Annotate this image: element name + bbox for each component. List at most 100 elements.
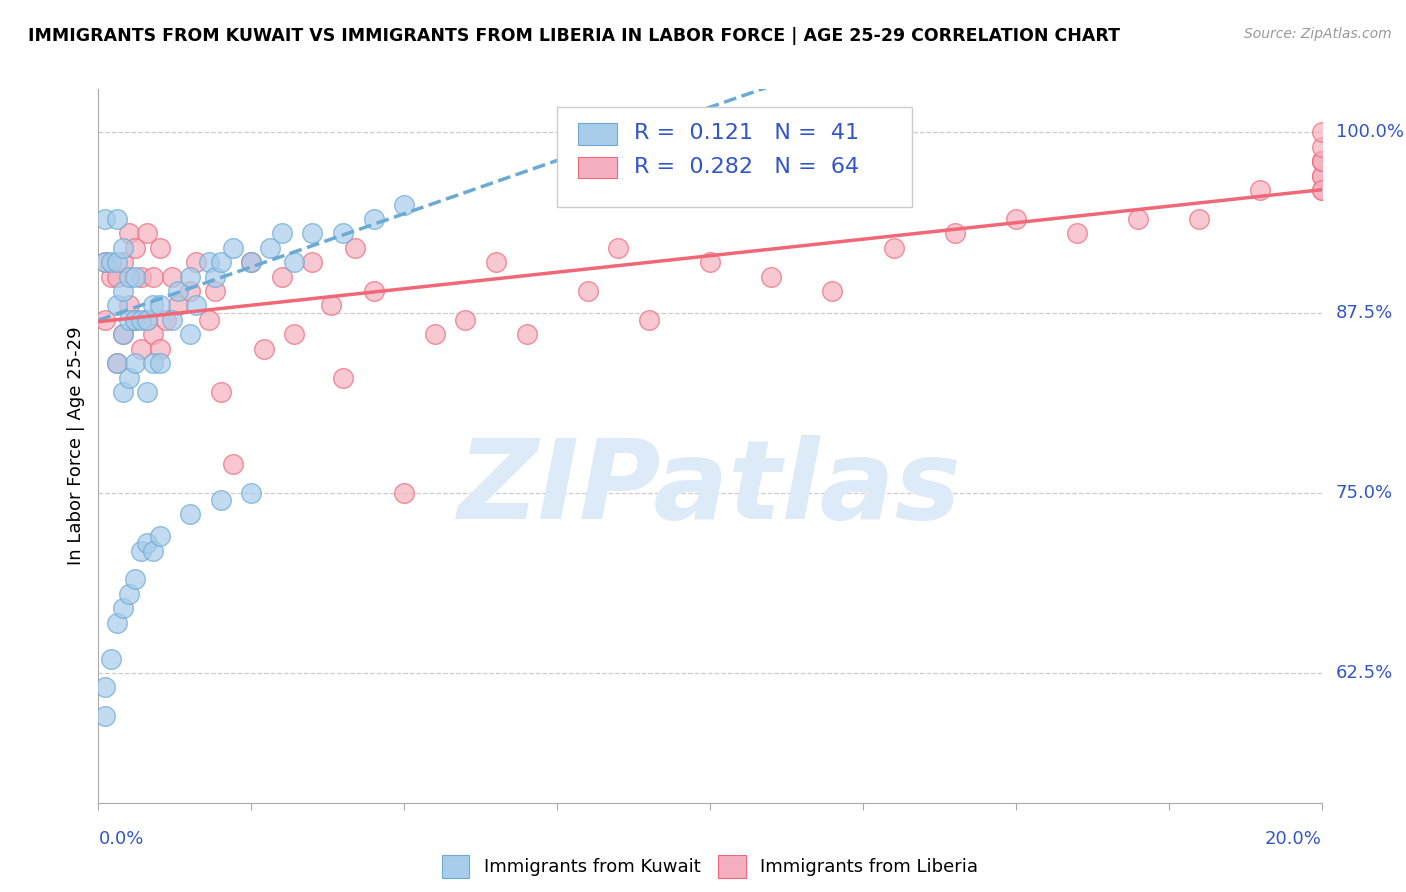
Point (93, 709, 115, 723)
Point (209, 255, 232, 269)
Text: 100.0%: 100.0% (1336, 123, 1403, 142)
Point (204, 284, 226, 298)
Point (124, 313, 146, 327)
Point (129, 313, 152, 327)
Point (1004, 211, 1026, 226)
Point (1310, 125, 1333, 139)
Point (136, 384, 159, 399)
Point (136, 313, 159, 327)
Point (332, 227, 354, 241)
Text: Source: ZipAtlas.com: Source: ZipAtlas.com (1244, 27, 1392, 41)
Point (129, 342, 152, 356)
Point (270, 269, 292, 284)
Point (111, 327, 134, 342)
Point (105, 211, 128, 226)
Point (129, 543, 152, 558)
Point (111, 241, 134, 255)
Point (118, 298, 141, 312)
Text: 75.0%: 75.0% (1336, 483, 1393, 502)
Point (821, 284, 844, 298)
Point (197, 313, 219, 327)
Point (222, 457, 245, 471)
Point (209, 384, 232, 399)
Point (759, 269, 782, 284)
Point (1310, 169, 1333, 183)
Point (240, 486, 263, 500)
Point (259, 241, 281, 255)
Point (607, 241, 630, 255)
Point (179, 269, 201, 284)
Text: R =  0.121   N =  41: R = 0.121 N = 41 (634, 123, 859, 144)
Bar (578, 157, 617, 178)
Point (93, 211, 115, 226)
Point (160, 269, 183, 284)
Point (149, 342, 172, 356)
Point (1310, 140, 1333, 154)
Point (136, 313, 159, 327)
Point (283, 255, 305, 269)
Point (363, 284, 385, 298)
Point (136, 227, 159, 241)
Point (111, 384, 134, 399)
Point (105, 356, 128, 370)
Point (149, 298, 172, 312)
Point (105, 356, 128, 370)
Point (186, 298, 208, 312)
Point (392, 486, 416, 500)
Point (363, 211, 385, 226)
Point (1310, 154, 1333, 169)
Point (118, 269, 141, 284)
Point (142, 298, 165, 312)
Point (270, 227, 292, 241)
Point (118, 370, 141, 384)
Point (93, 313, 115, 327)
Point (222, 241, 245, 255)
Point (155, 313, 177, 327)
Point (1310, 169, 1333, 183)
Text: 87.5%: 87.5% (1336, 303, 1393, 322)
Point (485, 255, 508, 269)
Point (252, 342, 274, 356)
Point (576, 284, 599, 298)
Point (105, 615, 128, 630)
Point (142, 269, 165, 284)
Point (209, 493, 232, 508)
Point (124, 572, 146, 586)
Point (197, 255, 219, 269)
Point (332, 370, 354, 384)
Point (124, 313, 146, 327)
Point (1310, 183, 1333, 197)
Point (142, 543, 165, 558)
Point (423, 327, 446, 342)
Bar (578, 123, 617, 145)
Point (93, 681, 115, 695)
Point (637, 313, 661, 327)
Point (129, 269, 152, 284)
Point (105, 255, 128, 269)
Point (118, 227, 141, 241)
Point (118, 313, 141, 327)
Point (93, 255, 115, 269)
Point (344, 241, 367, 255)
Point (111, 284, 134, 298)
Point (111, 255, 134, 269)
Point (136, 536, 159, 550)
Point (124, 241, 146, 255)
Point (186, 255, 208, 269)
Point (883, 241, 905, 255)
Point (699, 255, 721, 269)
Point (1188, 211, 1211, 226)
Point (319, 298, 342, 312)
Point (149, 356, 172, 370)
Point (1066, 227, 1088, 241)
Point (943, 227, 966, 241)
Point (111, 327, 134, 342)
Point (283, 327, 305, 342)
Point (179, 327, 201, 342)
Point (1128, 211, 1150, 226)
Point (100, 255, 122, 269)
Point (240, 255, 263, 269)
Point (142, 356, 165, 370)
Point (105, 269, 128, 284)
Text: 20.0%: 20.0% (1265, 830, 1322, 847)
